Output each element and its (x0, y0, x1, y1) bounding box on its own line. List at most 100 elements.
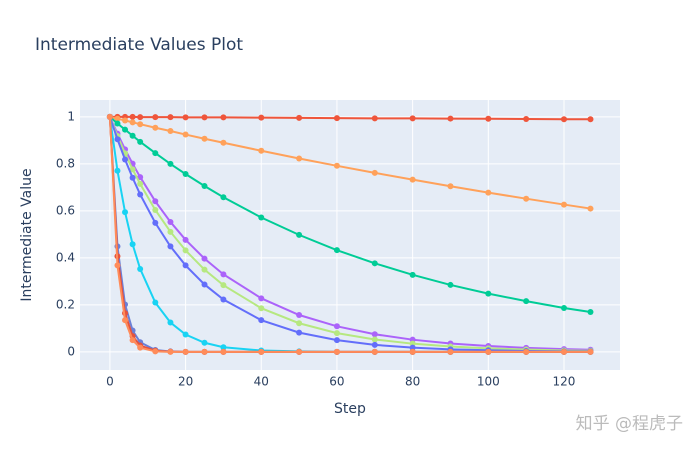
point (167, 128, 174, 135)
point (122, 126, 129, 133)
point (220, 282, 227, 289)
chart-title: Intermediate Values Plot (35, 35, 243, 55)
point (409, 348, 416, 355)
point (296, 312, 303, 319)
point (201, 255, 208, 262)
point (152, 348, 159, 355)
point (371, 348, 378, 355)
point (485, 290, 492, 297)
point (560, 116, 567, 123)
point (137, 344, 144, 351)
point (182, 131, 189, 138)
point (167, 348, 174, 355)
point (296, 231, 303, 238)
point (296, 320, 303, 327)
point (220, 114, 227, 121)
point (167, 243, 174, 250)
point (114, 262, 121, 269)
point (258, 214, 265, 221)
y-tick-label: 0.8 (56, 156, 75, 170)
point (201, 183, 208, 190)
y-tick-label: 0.4 (56, 250, 75, 264)
point (523, 195, 530, 202)
point (220, 296, 227, 303)
point (129, 113, 136, 120)
point (485, 189, 492, 196)
point (447, 183, 454, 190)
point (122, 209, 129, 216)
point (587, 348, 594, 355)
point (371, 115, 378, 122)
point (129, 166, 136, 173)
point (333, 323, 340, 330)
point (371, 331, 378, 338)
x-tick-label: 80 (405, 375, 420, 389)
point (409, 344, 416, 351)
point (114, 167, 121, 174)
point (122, 317, 129, 324)
point (114, 120, 121, 127)
x-tick-label: 40 (254, 375, 269, 389)
point (220, 344, 227, 351)
point (258, 317, 265, 324)
point (152, 150, 159, 157)
point (201, 348, 208, 355)
point (122, 117, 129, 124)
point (296, 114, 303, 121)
point (152, 198, 159, 205)
x-tick-label: 0 (106, 375, 114, 389)
point (333, 337, 340, 344)
point (587, 205, 594, 212)
point (220, 139, 227, 146)
point (167, 319, 174, 326)
point (152, 219, 159, 226)
point (333, 162, 340, 169)
point (258, 348, 265, 355)
point (137, 121, 144, 128)
point (371, 169, 378, 176)
point (129, 337, 136, 344)
y-tick-label: 0.6 (56, 203, 75, 217)
point (447, 281, 454, 288)
point (258, 295, 265, 302)
point (523, 298, 530, 305)
point (182, 171, 189, 178)
point (137, 174, 144, 181)
point (137, 265, 144, 272)
point (333, 348, 340, 355)
point (409, 271, 416, 278)
point (137, 138, 144, 145)
x-tick-label: 120 (553, 375, 576, 389)
point (587, 116, 594, 123)
point (152, 114, 159, 121)
point (129, 174, 136, 181)
point (258, 305, 265, 312)
point (182, 262, 189, 269)
watermark: 知乎 @程虎子 (576, 414, 683, 434)
point (371, 341, 378, 348)
point (137, 191, 144, 198)
point (296, 348, 303, 355)
point (201, 281, 208, 288)
x-axis-title: Step (334, 401, 366, 417)
point (560, 304, 567, 311)
point (560, 348, 567, 355)
point (258, 147, 265, 154)
point (167, 218, 174, 225)
point (220, 348, 227, 355)
point (167, 160, 174, 167)
point (587, 308, 594, 315)
point (114, 115, 121, 122)
y-tick-label: 0.2 (56, 297, 75, 311)
y-tick-label: 1 (67, 109, 75, 123)
point (523, 348, 530, 355)
point (409, 176, 416, 183)
point (152, 206, 159, 213)
point (220, 271, 227, 278)
point (560, 201, 567, 208)
y-tick-label: 0 (67, 344, 75, 358)
x-tick-label: 60 (329, 375, 344, 389)
series-line (108, 116, 591, 353)
point (296, 329, 303, 336)
